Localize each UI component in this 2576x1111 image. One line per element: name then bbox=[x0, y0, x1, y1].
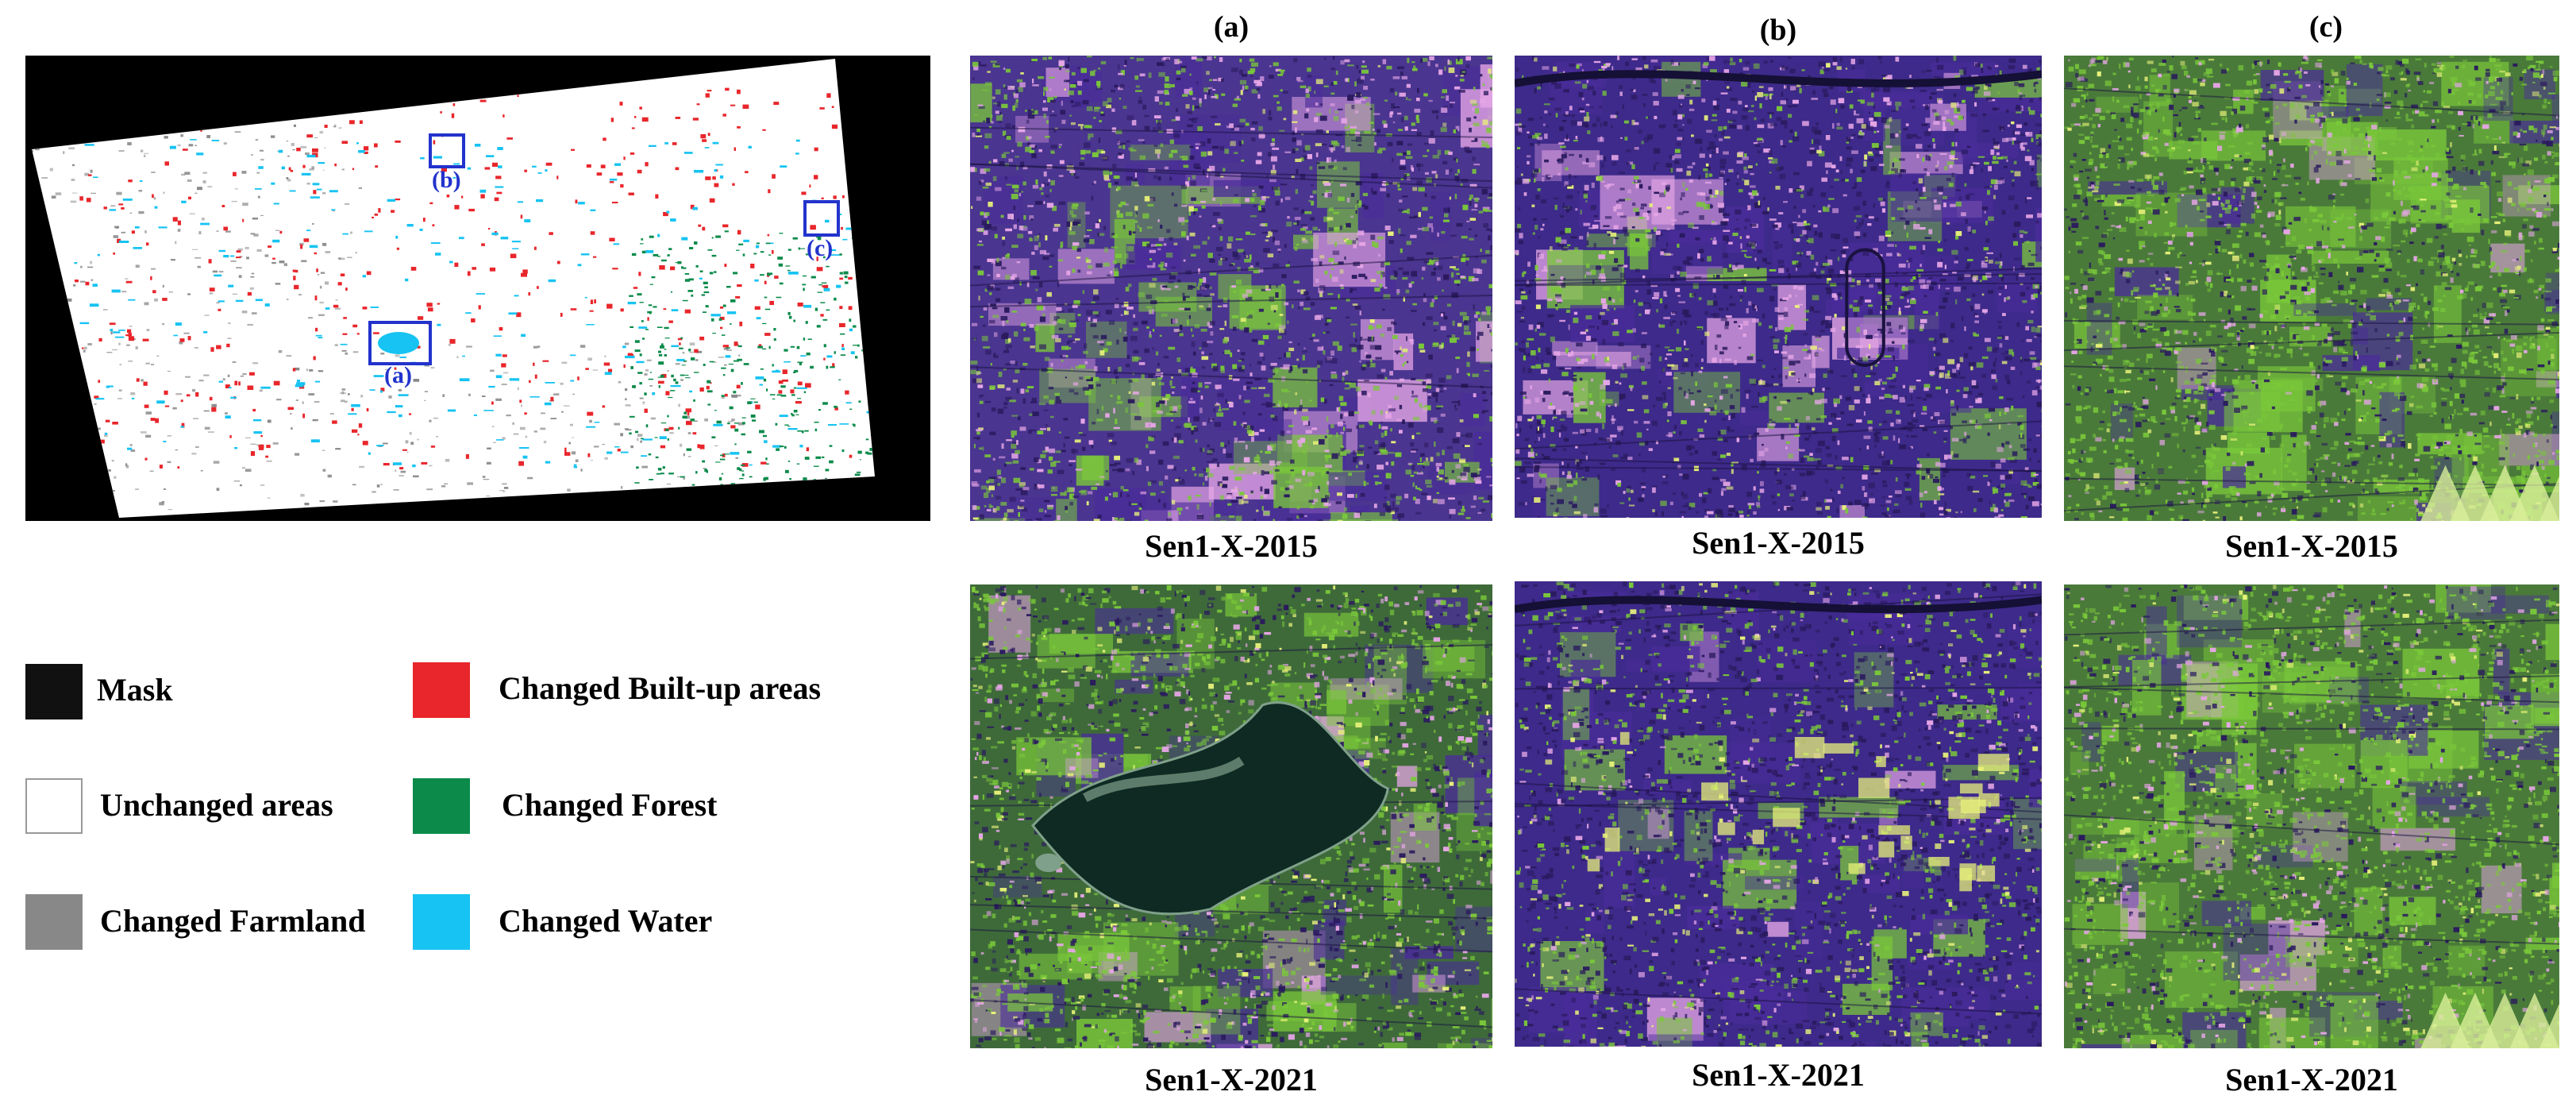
sar-texture bbox=[970, 584, 1492, 1048]
sar-tile-c-2021 bbox=[2064, 584, 2559, 1048]
legend-swatch-changed-water bbox=[413, 894, 470, 950]
column-title-a: (a) bbox=[1213, 10, 1249, 44]
legend-label-changed-water: Changed Water bbox=[499, 903, 713, 939]
caption-b-top: Sen1-X-2015 bbox=[1692, 525, 1865, 561]
caption-a-top: Sen1-X-2015 bbox=[1145, 528, 1318, 564]
sar-tile-b-2015 bbox=[1515, 56, 2042, 518]
roi-label-b: (b) bbox=[432, 167, 461, 193]
legend-swatch-changed-farmland bbox=[25, 894, 83, 950]
sar-texture bbox=[970, 56, 1492, 521]
legend: Mask Changed Built-up areas Unchanged ar… bbox=[0, 0, 937, 1111]
roi-label-c: (c) bbox=[807, 235, 833, 261]
change-pixels bbox=[32, 59, 875, 518]
column-title-b: (b) bbox=[1759, 14, 1797, 47]
legend-swatch-changed-forest bbox=[413, 778, 470, 834]
roi-box-b bbox=[429, 133, 465, 168]
roi-box-a bbox=[368, 321, 432, 365]
legend-swatch-unchanged bbox=[25, 778, 83, 834]
sar-tile-b-2021 bbox=[1515, 581, 2042, 1047]
legend-label-changed-built-up: Changed Built-up areas bbox=[499, 670, 822, 706]
change-detection-overview-map: (a) (b) (c) bbox=[25, 56, 930, 521]
sar-tile-a-2021 bbox=[970, 584, 1492, 1048]
caption-a-bottom: Sen1-X-2021 bbox=[1145, 1062, 1318, 1097]
legend-label-mask: Mask bbox=[97, 672, 173, 708]
sar-tile-a-2015 bbox=[970, 56, 1492, 521]
sar-texture bbox=[2064, 56, 2559, 521]
sar-tile-c-2015 bbox=[2064, 56, 2559, 521]
column-title-c: (c) bbox=[2308, 10, 2343, 44]
legend-label-changed-forest: Changed Forest bbox=[502, 787, 718, 823]
legend-swatch-mask bbox=[25, 664, 83, 719]
legend-swatch-changed-built-up bbox=[413, 662, 470, 718]
sar-texture bbox=[1515, 581, 2042, 1047]
overview-map-svg: (a) (b) (c) bbox=[32, 59, 875, 518]
legend-label-unchanged: Unchanged areas bbox=[100, 787, 333, 823]
legend-label-changed-farmland: Changed Farmland bbox=[100, 903, 366, 939]
sar-texture bbox=[1515, 56, 2042, 518]
sar-texture bbox=[2064, 584, 2559, 1048]
roi-label-a: (a) bbox=[384, 362, 412, 388]
caption-c-top: Sen1-X-2015 bbox=[2225, 528, 2398, 564]
caption-b-bottom: Sen1-X-2021 bbox=[1692, 1057, 1865, 1093]
roi-box-c bbox=[803, 200, 840, 237]
caption-c-bottom: Sen1-X-2021 bbox=[2225, 1062, 2398, 1097]
